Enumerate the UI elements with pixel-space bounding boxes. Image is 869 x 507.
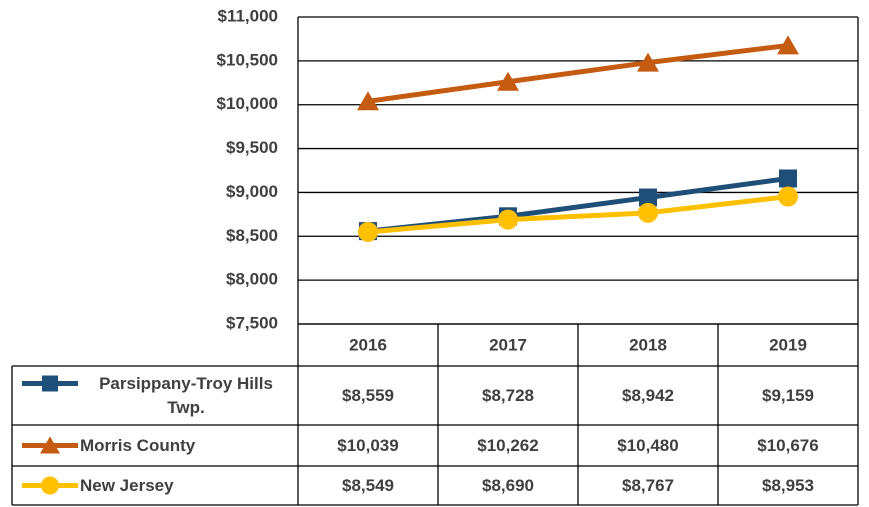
y-tick-label: $8,500	[226, 226, 278, 245]
legend-marker	[41, 476, 59, 495]
series-line	[367, 42, 789, 104]
table-value: $8,728	[482, 386, 534, 405]
legend-key	[22, 436, 78, 454]
x-tick-label: 2018	[629, 335, 667, 354]
table-value: $10,480	[617, 436, 678, 455]
legend-label-box: Parsippany-Troy Hills Twp.	[80, 369, 292, 422]
table-value: $10,039	[337, 436, 398, 455]
table-value: $8,767	[622, 476, 674, 495]
legend-marker	[40, 436, 60, 454]
marker	[638, 202, 658, 223]
table-value: $10,676	[757, 436, 818, 455]
y-tick-label: $8,000	[226, 270, 278, 289]
series-line	[367, 194, 789, 235]
table-value: $8,690	[482, 476, 534, 495]
marker	[637, 52, 659, 72]
marker	[778, 186, 798, 207]
table-value: $9,159	[762, 386, 814, 405]
legend-label-wrap: New Jersey	[80, 469, 292, 502]
marker	[358, 221, 378, 242]
legend-label: Morris County	[80, 435, 196, 455]
y-tick-label: $11,000	[217, 6, 278, 25]
table-value: $10,262	[477, 436, 538, 455]
legend-label-box: New Jersey	[80, 469, 292, 502]
table-value: $8,549	[342, 476, 394, 495]
legend-marker	[42, 375, 58, 392]
marker	[777, 35, 799, 55]
marker	[639, 188, 657, 207]
y-tick-label: $10,000	[217, 94, 278, 113]
table-value: $8,559	[342, 386, 394, 405]
marker	[498, 209, 518, 230]
x-tick-label: 2017	[489, 335, 527, 354]
y-tick-label: $10,500	[217, 50, 278, 69]
legend-label-wrap: Parsippany-Troy Hills Twp.	[80, 369, 292, 422]
table-value: $8,953	[762, 476, 814, 495]
y-tick-label: $9,000	[226, 182, 278, 201]
legend-key	[22, 476, 78, 495]
table-value: $8,942	[622, 386, 674, 405]
x-tick-label: 2019	[769, 335, 807, 354]
legend-label-wrap: Morris County	[80, 428, 292, 463]
marker	[497, 71, 519, 91]
legend-label-box: Morris County	[80, 428, 292, 463]
marker	[779, 169, 797, 188]
x-tick-label: 2016	[349, 335, 387, 354]
legend-label: New Jersey	[80, 475, 174, 495]
y-tick-label: $7,500	[226, 313, 278, 332]
legend-label: Parsippany-Troy Hills Twp.	[99, 373, 273, 417]
y-tick-label: $9,500	[226, 138, 278, 157]
marker	[357, 91, 379, 111]
legend-key	[22, 375, 78, 392]
